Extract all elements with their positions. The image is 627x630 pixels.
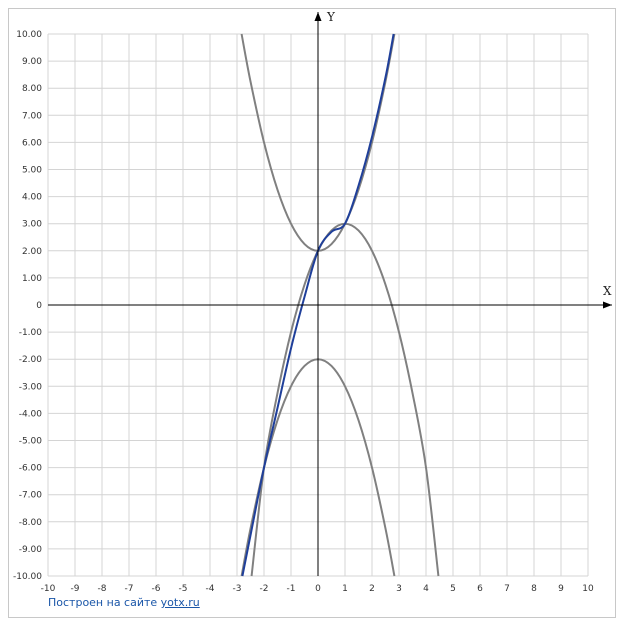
x-tick-label: -5 <box>179 584 188 594</box>
x-tick-label: 9 <box>558 584 564 594</box>
y-tick-label: -9.00 <box>19 545 43 555</box>
x-tick-label: 8 <box>531 584 537 594</box>
x-tick-label: -9 <box>71 584 80 594</box>
x-tick-label: 10 <box>582 584 594 594</box>
y-tick-label: -10.00 <box>13 572 42 582</box>
tick-labels: -10 -9 -8 -7 -6 -5 -4 -3 -2 -1 0 1 2 3 4 5 6 7 8 9 1010.009.… <box>13 30 594 594</box>
y-tick-label: -4.00 <box>19 409 43 419</box>
x-tick-label: -3 <box>233 584 242 594</box>
x-tick-label: -2 <box>260 584 269 594</box>
x-tick-label: -4 <box>206 584 215 594</box>
x-tick-label: 3 <box>396 584 402 594</box>
y-tick-label: -3.00 <box>19 382 43 392</box>
x-tick-label: -6 <box>152 584 161 594</box>
y-axis-label: Y <box>326 10 336 24</box>
x-tick-label: 1 <box>342 584 348 594</box>
x-tick-label: -7 <box>125 584 134 594</box>
y-tick-label: 5.00 <box>22 166 42 176</box>
x-axis-arrow <box>603 301 612 309</box>
x-tick-label: 2 <box>369 584 375 594</box>
y-tick-label: 4.00 <box>22 193 42 203</box>
y-tick-label: -8.00 <box>19 518 43 528</box>
y-tick-label: -5.00 <box>19 437 43 447</box>
y-tick-label: 9.00 <box>22 57 42 67</box>
y-tick-label: 2.00 <box>22 247 42 257</box>
x-tick-label: -8 <box>98 584 107 594</box>
x-tick-label: 0 <box>315 584 321 594</box>
y-tick-label: -7.00 <box>19 491 43 501</box>
axes: XY <box>48 10 612 576</box>
y-tick-label: -6.00 <box>19 464 43 474</box>
x-axis-label: X <box>603 284 612 298</box>
x-tick-label: 5 <box>450 584 456 594</box>
y-tick-label: 6.00 <box>22 138 42 148</box>
x-tick-label: -10 <box>41 584 56 594</box>
y-tick-label: 3.00 <box>22 220 42 230</box>
x-tick-label: 6 <box>477 584 483 594</box>
x-tick-label: 7 <box>504 584 510 594</box>
x-tick-label: 4 <box>423 584 429 594</box>
y-axis-arrow <box>314 12 322 21</box>
credit-text: Построен на сайте <box>48 596 161 609</box>
y-tick-label: -2.00 <box>19 355 43 365</box>
y-tick-label: 0 <box>36 301 42 311</box>
y-tick-label: 8.00 <box>22 84 42 94</box>
credit-link[interactable]: yotx.ru <box>160 596 200 609</box>
y-tick-label: 10.00 <box>16 30 42 40</box>
credit-line: Построен на сайте yotx.ru <box>48 596 200 609</box>
x-tick-label: -1 <box>287 584 296 594</box>
chart-frame <box>8 8 616 618</box>
y-tick-label: 1.00 <box>22 274 42 284</box>
y-tick-label: -1.00 <box>19 328 43 338</box>
y-tick-label: 7.00 <box>22 111 42 121</box>
